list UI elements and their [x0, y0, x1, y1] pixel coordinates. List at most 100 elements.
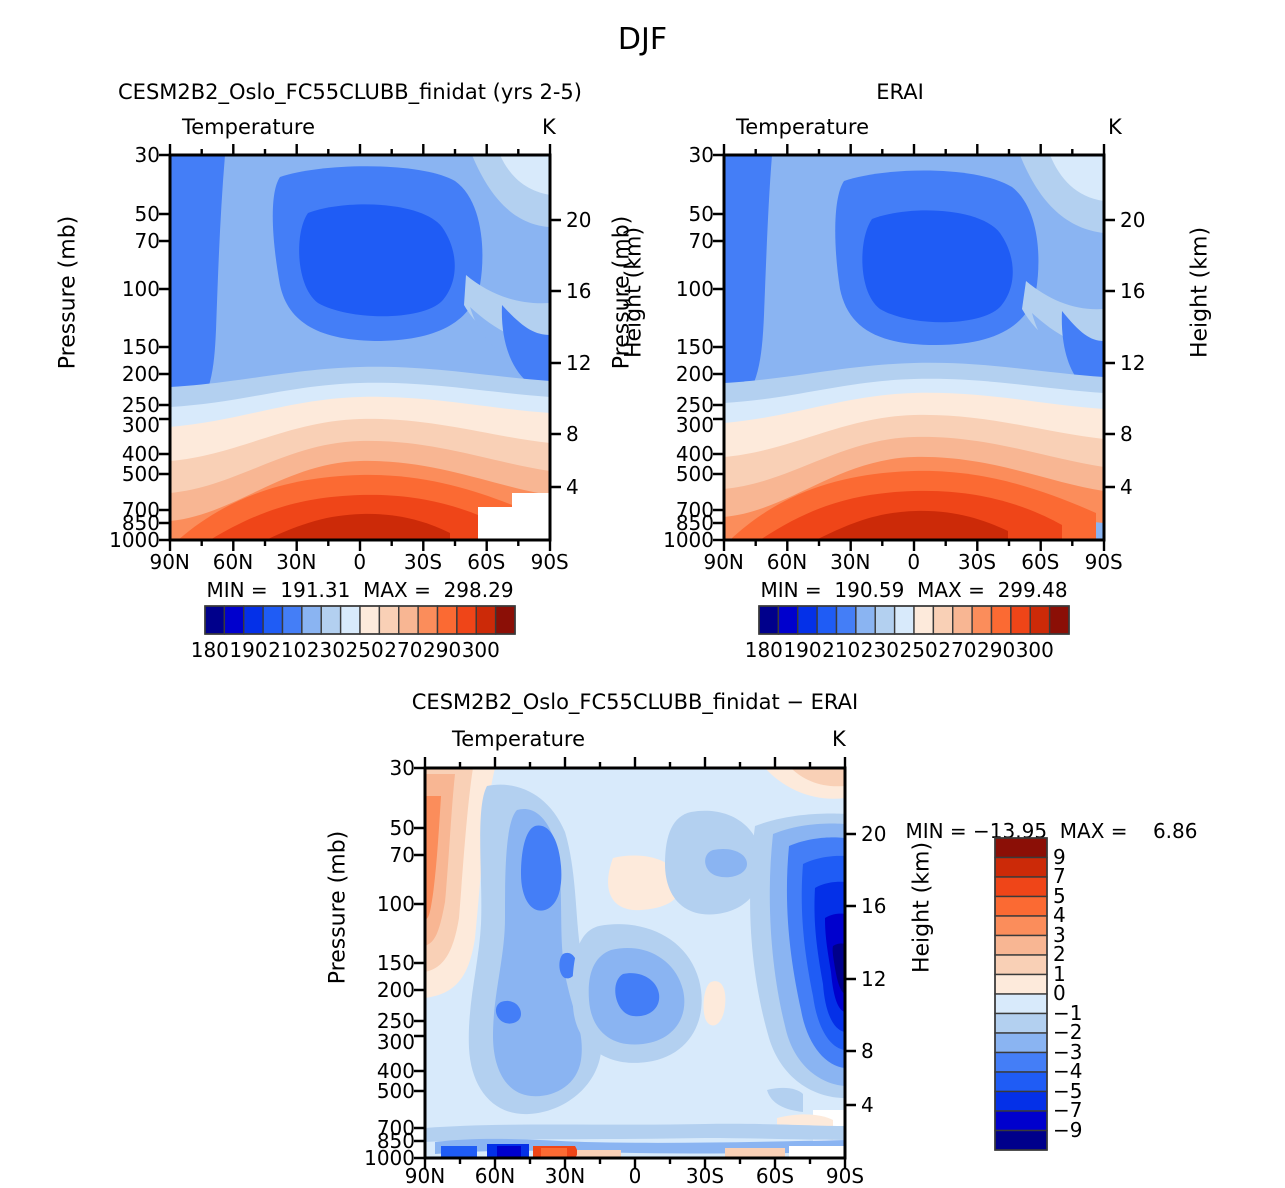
panel-obs-plot[interactable] — [713, 144, 1115, 551]
ytick-50: 50 — [389, 816, 415, 840]
colorbar-swatch — [262, 605, 284, 635]
ytick-1000: 1000 — [663, 528, 714, 552]
panel-diff-contours — [425, 768, 845, 1158]
xtick-90S: 90S — [825, 1164, 865, 1188]
xtick-0: 0 — [907, 550, 921, 574]
panel-model-min: MIN = 191.31 — [206, 578, 351, 602]
ytick-150: 150 — [121, 335, 160, 359]
htick-4: 4 — [861, 1093, 874, 1117]
ytick-250: 250 — [121, 393, 160, 417]
cb-diff-label: 7 — [1053, 864, 1066, 888]
panel-obs-height-axis-label: Height (km) — [1187, 226, 1213, 359]
htick-12: 12 — [1120, 351, 1146, 375]
xtick-60N: 60N — [474, 1164, 516, 1188]
ytick-200: 200 — [376, 978, 415, 1002]
colorbar-swatch — [1048, 605, 1070, 635]
cb-diff-label: 2 — [1053, 942, 1066, 966]
panel-diff-title: CESM2B2_Oslo_FC55CLUBB_finidat − ERAI — [411, 690, 859, 714]
ytick-400: 400 — [675, 442, 714, 466]
htick-16: 16 — [861, 894, 887, 918]
panel-diff-plot[interactable] — [414, 757, 856, 1169]
panel-model-max: MAX = 298.29 — [363, 578, 514, 602]
htick-8: 8 — [861, 1039, 874, 1063]
ytick-700: 700 — [376, 1116, 415, 1140]
panel-obs-title: ERAI — [876, 80, 924, 104]
panel-obs-colorbar-labels: 180 190 210 230 250 270 290 300 — [745, 638, 1069, 662]
ytick-300: 300 — [675, 413, 714, 437]
colorbar-swatch — [994, 895, 1048, 917]
colorbar-swatch — [378, 605, 400, 635]
panel-diff-colorbar[interactable] — [994, 837, 1048, 1151]
panel-model-plot[interactable] — [159, 144, 561, 551]
colorbar-swatch — [994, 1012, 1048, 1034]
panel-model-units-label: K — [542, 115, 556, 139]
panel-diff-colorbar-labels: 9 7 5 4 3 2 1 0 −1 −2 −3 −4 −5 −7 −9 — [1053, 838, 1093, 1150]
xtick-0: 0 — [353, 550, 367, 574]
colorbar-outline — [758, 605, 1070, 635]
colorbar-swatch — [1010, 605, 1031, 635]
panel-model-variable-label: Temperature — [182, 115, 316, 139]
cb-diff-label: −3 — [1053, 1039, 1083, 1064]
ytick-150: 150 — [675, 335, 714, 359]
panel-diff-pressure-axis-label: Pressure (mb) — [325, 830, 351, 985]
panel-model-colorbar[interactable] — [204, 605, 516, 635]
ytick-300: 300 — [121, 413, 160, 437]
panel-model-title: CESM2B2_Oslo_FC55CLUBB_finidat (yrs 2-5) — [118, 80, 582, 104]
cb-diff-label: 4 — [1053, 903, 1066, 927]
colorbar-swatch — [758, 605, 780, 635]
cb-diff-label: 0 — [1053, 981, 1066, 1005]
panel-obs-colorbar[interactable] — [758, 605, 1070, 635]
panel-diff-units-label: K — [832, 727, 846, 751]
panel-obs-minmax: MIN = 190.59 MAX = 299.48 — [724, 578, 1104, 602]
panel-diff-ticks — [414, 757, 856, 1169]
xtick-60N: 60N — [766, 550, 808, 574]
panel-obs-contours — [724, 155, 1104, 540]
ytick-150: 150 — [376, 951, 415, 975]
ytick-70: 70 — [688, 229, 714, 253]
ytick-700: 700 — [121, 498, 160, 522]
colorbar-swatch — [874, 605, 896, 635]
panel-obs-min: MIN = 190.59 — [760, 578, 905, 602]
colorbar-swatch — [339, 605, 361, 635]
xtick-60S: 60S — [467, 550, 506, 574]
colorbar-swatch — [301, 605, 322, 635]
cb-label-230: 230 — [860, 638, 899, 662]
cb-label-210: 210 — [822, 638, 861, 662]
xtick-90N: 90N — [703, 550, 744, 574]
ytick-400: 400 — [121, 442, 160, 466]
ytick-1000: 1000 — [109, 528, 160, 552]
colorbar-swatch — [994, 1032, 1048, 1054]
panel-model-ticks — [159, 144, 561, 551]
colorbar-swatch — [994, 1071, 1048, 1093]
colorbar-swatch — [994, 934, 1048, 956]
ytick-300: 300 — [376, 1030, 415, 1054]
colorbar-outline — [994, 837, 1048, 1151]
ytick-100: 100 — [675, 277, 714, 301]
cb-diff-label: −7 — [1053, 1098, 1083, 1122]
cb-label-230: 230 — [306, 638, 345, 662]
ytick-850: 850 — [121, 511, 160, 535]
colorbar-swatch — [777, 605, 799, 635]
panel-model-contours — [170, 155, 550, 540]
cb-label-300: 300 — [461, 638, 500, 662]
colorbar-swatch — [243, 605, 264, 635]
htick-8: 8 — [1120, 422, 1133, 446]
xtick-30S: 30S — [685, 1164, 725, 1188]
colorbar-swatch — [320, 605, 342, 635]
ytick-400: 400 — [376, 1059, 415, 1083]
ytick-50: 50 — [134, 202, 160, 226]
xtick-60S: 60S — [1021, 550, 1060, 574]
panel-obs-pressure-axis-label: Pressure (mb) — [609, 215, 635, 370]
colorbar-swatch — [913, 605, 935, 635]
cb-label-270: 270 — [384, 638, 423, 662]
colorbar-swatch — [204, 605, 226, 635]
ytick-30: 30 — [688, 143, 714, 167]
colorbar-swatch — [456, 605, 477, 635]
xtick-60S: 60S — [755, 1164, 795, 1188]
cb-label-270: 270 — [938, 638, 977, 662]
ytick-850: 850 — [675, 511, 714, 535]
colorbar-swatch — [398, 605, 419, 635]
colorbar-swatch — [1029, 605, 1051, 635]
panel-diff-variable-label: Temperature — [452, 727, 586, 751]
colorbar-swatch — [835, 605, 857, 635]
